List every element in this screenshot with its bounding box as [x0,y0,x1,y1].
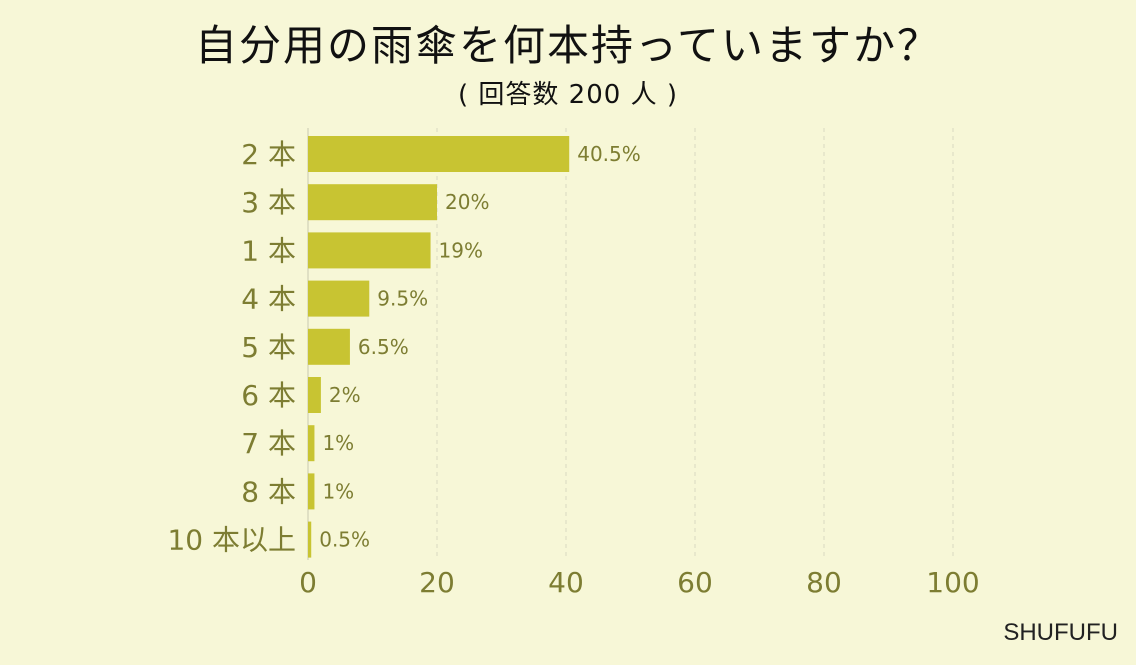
bar [308,280,370,317]
category-label: 10 本以上 [167,524,296,557]
x-tick-label: 100 [926,566,979,599]
data-label: 20% [445,190,489,214]
category-label: 4 本 [241,283,296,316]
data-label: 2% [329,383,361,407]
bars [308,136,570,558]
bar [308,425,315,462]
category-label: 1 本 [241,234,296,267]
bar [308,328,350,365]
data-label: 9.5% [377,287,428,311]
data-label: 1% [322,479,354,503]
data-label: 40.5% [577,142,641,166]
x-tick-label: 20 [419,566,455,599]
bar [308,473,315,510]
category-label: 2 本 [241,138,296,171]
bar [308,184,437,221]
x-tick-label: 60 [677,566,713,599]
category-label: 7 本 [241,427,296,460]
labels: 0 20 40 60 80 100 2 本 40.5% 3 本 20% 1 本 19% 4 本 9.5% 5… [167,138,979,599]
data-label: 1% [322,431,354,455]
x-tick-label: 80 [806,566,842,599]
bar [308,136,570,172]
chart-title: 自分用の雨傘を何本持っていますか？ [195,21,941,70]
data-label: 0.5% [319,528,370,552]
category-label: 6 本 [241,379,296,412]
x-tick-label: 0 [299,566,317,599]
x-tick-label: 40 [548,566,584,599]
bar [308,521,312,558]
category-label: 8 本 [241,475,296,508]
data-label: 6.5% [358,335,409,359]
bar [308,232,431,269]
chart-subtitle: ( 回答数 200 人 ) [458,80,678,110]
category-label: 3 本 [241,186,296,219]
source-credit: SHUFUFU [1003,619,1118,646]
category-label: 5 本 [241,331,296,364]
data-label: 19% [439,238,483,262]
bar [308,377,321,413]
